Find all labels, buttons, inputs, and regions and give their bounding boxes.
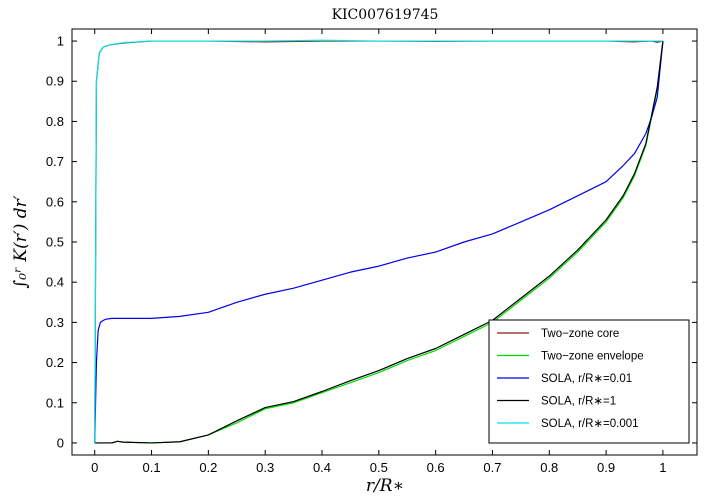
series-line-3 xyxy=(94,40,664,444)
series-lines xyxy=(94,39,664,444)
x-tick-label: 0.8 xyxy=(540,460,558,475)
x-ticks: 0 0.1 0.2 0.3 0.4 0.5 0.6 0.7 0.8 0.9 1 xyxy=(91,29,667,475)
y-tick-label: 0 xyxy=(57,435,64,450)
legend-label: SOLA, r/R∗=0.001 xyxy=(541,418,639,430)
chart-title: KIC007619745 xyxy=(332,7,439,23)
legend-label: Two−zone core xyxy=(541,328,619,340)
y-tick-label: 0.5 xyxy=(46,235,64,250)
series-line-2 xyxy=(94,40,664,443)
x-axis-label-text: r/R∗ xyxy=(366,476,404,496)
x-tick-label: 0.6 xyxy=(427,460,445,475)
y-tick-label: 1 xyxy=(57,34,64,49)
x-tick-label: 0.3 xyxy=(256,460,274,475)
y-tick-label: 0.7 xyxy=(46,154,64,169)
legend-label: SOLA, r/R∗=1 xyxy=(541,396,616,408)
y-tick-label: 0.1 xyxy=(46,395,64,410)
y-tick-label: 0.9 xyxy=(46,74,64,89)
legend-label: SOLA, r/R∗=0.01 xyxy=(541,373,632,385)
y-tick-label: 0.3 xyxy=(46,315,64,330)
y-tick-label: 0.8 xyxy=(46,114,64,129)
x-axis-label: r/R∗ xyxy=(366,476,404,496)
y-axis-label-text: ∫₀ʳ K(r′) dr′ xyxy=(11,195,31,288)
legend-label: Two−zone envelope xyxy=(541,351,644,363)
y-tick-label: 0.6 xyxy=(46,194,64,209)
x-tick-label: 0.2 xyxy=(199,460,217,475)
y-tick-label: 0.4 xyxy=(46,275,64,290)
y-axis-label: ∫₀ʳ K(r′) dr′ xyxy=(11,195,31,288)
x-tick-label: 0 xyxy=(91,460,98,475)
x-tick-label: 1 xyxy=(659,460,666,475)
x-tick-label: 0.7 xyxy=(483,460,501,475)
series-line-4 xyxy=(94,39,663,443)
legend: Two−zone core Two−zone envelope SOLA, r/R∗… xyxy=(488,319,690,444)
y-tick-label: 0.2 xyxy=(46,355,64,370)
x-tick-label: 0.9 xyxy=(597,460,615,475)
y-ticks: 0 0.1 0.2 0.3 0.4 0.5 0.6 0.7 0.8 0.9 1 xyxy=(46,34,697,450)
x-tick-label: 0.1 xyxy=(143,460,161,475)
x-tick-label: 0.4 xyxy=(313,460,331,475)
x-tick-label: 0.5 xyxy=(370,460,388,475)
